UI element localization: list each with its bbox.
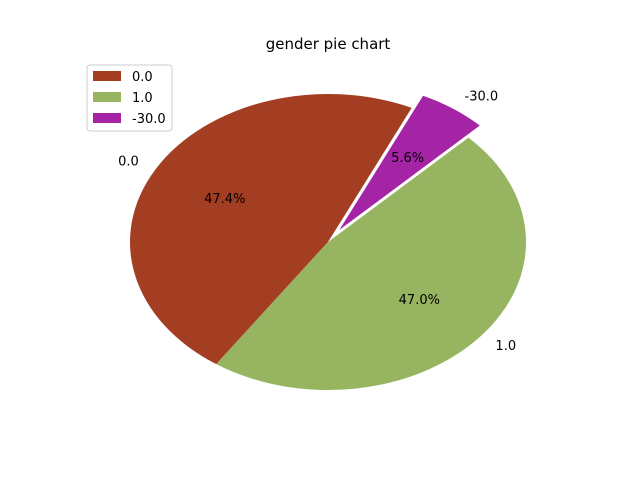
legend-swatch-1 [93, 92, 121, 102]
pie-slice-1 [216, 137, 527, 390]
legend-swatch-0 [93, 71, 121, 81]
pie-slices [130, 94, 527, 390]
legend-label-1: 1.0 [132, 91, 153, 106]
pie-slice-2 [339, 95, 480, 230]
legend-swatch-2 [93, 113, 121, 123]
legend-items: 0.0 1.0 -30.0 [93, 70, 166, 127]
legend-label-0: 0.0 [132, 70, 153, 85]
legend: 0.0 1.0 -30.0 [86, 64, 173, 132]
chart-title: gender pie chart [266, 35, 391, 53]
percent-labels: 47.4% 47.0% 5.6% [204, 151, 440, 308]
slice-label-1: 1.0 [495, 339, 516, 354]
slice-label-2: -30.0 [465, 90, 499, 105]
pie-slice-0 [130, 94, 412, 365]
percent-label-0: 47.4% [204, 192, 245, 207]
percent-label-1: 47.0% [399, 293, 440, 308]
slice-label-0: 0.0 [118, 154, 139, 169]
legend-label-2: -30.0 [132, 112, 166, 127]
percent-label-2: 5.6% [391, 151, 424, 166]
slice-labels: 0.0 1.0 -30.0 [118, 90, 516, 354]
